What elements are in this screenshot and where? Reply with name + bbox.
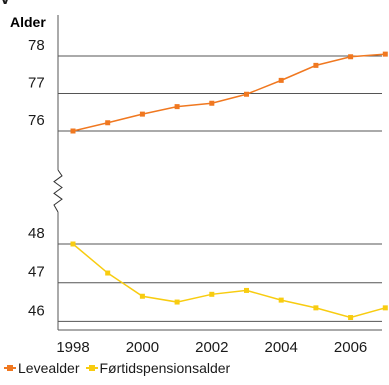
lower-y-tick-46: 46 <box>28 302 45 319</box>
data-point-fortidspensionsalder-2001 <box>174 299 180 305</box>
series-line-levealder <box>72 53 386 132</box>
x-tick-2006: 2006 <box>334 339 367 356</box>
upper-y-tick-78: 78 <box>28 37 45 54</box>
x-tick-2002: 2002 <box>195 339 228 356</box>
data-point-fortidspensionsalder-1998 <box>70 241 76 247</box>
x-tick-1998: 1998 <box>56 339 89 356</box>
data-point-levealder-2002 <box>209 100 215 106</box>
data-point-levealder-1998 <box>70 128 76 134</box>
data-point-fortidspensionsalder-2003 <box>244 287 249 293</box>
data-point-fortidspensionsalder-2000 <box>139 293 145 299</box>
upper-y-tick-76: 76 <box>28 112 45 129</box>
y-axis-label: Alder <box>10 14 46 30</box>
lower-y-tick-48: 48 <box>28 225 45 242</box>
data-point-fortidspensionsalder-2005 <box>313 305 319 311</box>
data-point-levealder-2003 <box>244 91 249 97</box>
data-point-levealder-2004 <box>278 77 284 83</box>
lower-y-tick-47: 47 <box>28 264 45 281</box>
gridlines <box>58 55 382 322</box>
legend-label-levealder: Levealder <box>18 360 80 376</box>
x-tick-2004: 2004 <box>265 339 298 356</box>
data-point-fortidspensionsalder-2004 <box>278 297 284 303</box>
series-line-fortidspensionsalder <box>72 243 386 319</box>
series-layer <box>70 51 388 321</box>
data-point-fortidspensionsalder-2007 <box>382 305 388 311</box>
cropped-title-fragment: y <box>0 0 389 4</box>
legend-swatch-fortidspensionsalder <box>85 365 98 371</box>
data-point-levealder-2001 <box>174 104 180 110</box>
legend: Levealder Førtidspensionsalder <box>4 360 230 376</box>
legend-label-fortidspensionsalder: Førtidspensionsalder <box>99 360 231 376</box>
data-point-levealder-2006 <box>348 54 354 60</box>
data-point-fortidspensionsalder-1999 <box>105 270 111 276</box>
axis-break-icon <box>53 169 63 213</box>
data-point-fortidspensionsalder-2006 <box>348 315 354 321</box>
tick-labels: 76 77 78 46 47 48 1998 2000 2002 2004 2006 <box>28 37 367 356</box>
legend-item-levealder: Levealder <box>4 360 80 376</box>
data-point-fortidspensionsalder-2002 <box>209 291 215 297</box>
axes: Alder <box>10 14 382 331</box>
legend-swatch-levealder <box>4 365 16 371</box>
data-point-levealder-2007 <box>382 51 388 57</box>
data-point-levealder-2005 <box>313 62 319 68</box>
upper-y-tick-77: 77 <box>28 75 45 92</box>
data-point-levealder-2000 <box>139 111 145 117</box>
legend-item-fortidspensionsalder: Førtidspensionsalder <box>85 360 231 376</box>
data-point-levealder-1999 <box>105 120 111 126</box>
x-tick-2000: 2000 <box>126 339 159 356</box>
